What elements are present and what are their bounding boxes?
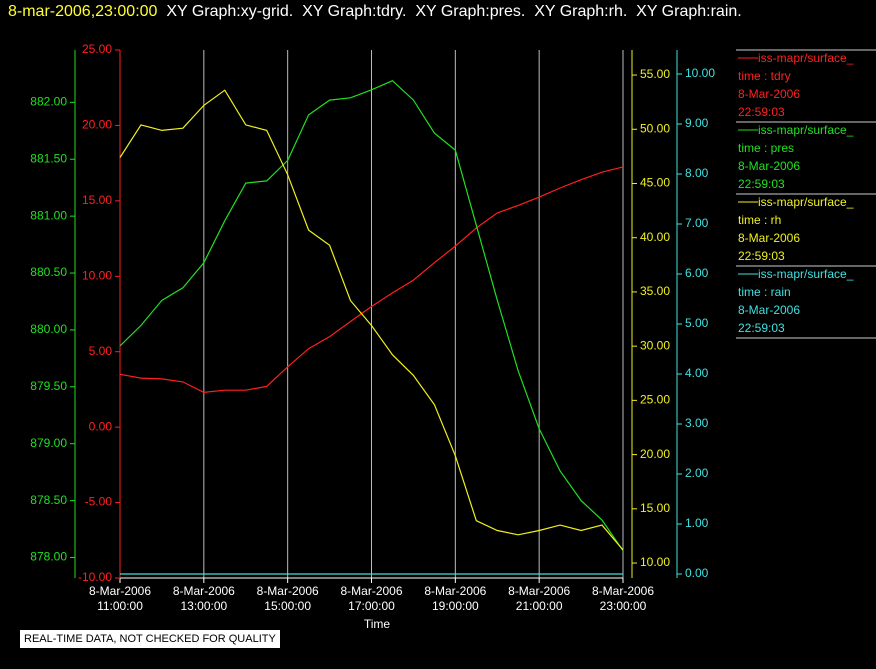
x-tick-label: 8-Mar-2006 13:00:00: [172, 584, 235, 613]
y-tick-label: 15.00: [640, 501, 670, 515]
y-tick-label: 878.50: [30, 493, 67, 507]
y-tick-label: 4.00: [685, 366, 709, 380]
data-line: [119, 79, 624, 552]
legend-name: iss-mapr/surface_: [758, 123, 854, 137]
x-tick-label: 8-Mar-2006 21:00:00: [508, 584, 571, 613]
x-axis-label: Time: [364, 617, 391, 631]
data-line: [119, 89, 624, 551]
y-tick-label: 0.00: [685, 566, 709, 580]
y-tick-label: 880.50: [30, 265, 67, 279]
legend-field: time : pres: [738, 141, 794, 155]
y-tick-label: 2.00: [685, 466, 709, 480]
y-tick-label: 10.00: [82, 268, 112, 282]
y-tick-label: 45.00: [640, 176, 670, 190]
y-tick-label: 1.00: [685, 516, 709, 530]
legend-date: 8-Mar-2006: [738, 231, 800, 245]
legend-time: 22:59:03: [738, 321, 785, 335]
legend-name: iss-mapr/surface_: [758, 267, 854, 281]
data-line: [119, 166, 624, 394]
legend-date: 8-Mar-2006: [738, 303, 800, 317]
legend-time: 22:59:03: [738, 177, 785, 191]
legend-name: iss-mapr/surface_: [758, 195, 854, 209]
y-tick-label: 9.00: [685, 116, 709, 130]
x-tick-label: 8-Mar-2006 17:00:00: [340, 584, 403, 613]
y-tick-label: 881.00: [30, 208, 67, 222]
y-tick-label: 20.00: [640, 447, 670, 461]
y-tick-label: -5.00: [85, 495, 113, 509]
y-tick-label: 40.00: [640, 230, 670, 244]
header: 8-mar-2006,23:00:00 XY Graph:xy-grid. XY…: [8, 3, 742, 21]
x-tick-label: 8-Mar-2006 11:00:00: [88, 584, 152, 613]
y-tick-label: 15.00: [82, 193, 112, 207]
y-tick-label: 879.50: [30, 379, 67, 393]
y-tick-label: 35.00: [640, 284, 670, 298]
y-tick-label: 25.00: [640, 393, 670, 407]
y-tick-label: 10.00: [685, 66, 715, 80]
y-tick-label: 881.50: [30, 151, 67, 165]
y-tick-label: 879.00: [30, 436, 67, 450]
y-tick-label: -10.00: [78, 570, 112, 584]
legend-time: 22:59:03: [738, 249, 785, 263]
legend-date: 8-Mar-2006: [738, 87, 800, 101]
y-tick-label: 5.00: [685, 316, 709, 330]
legend-field: time : rh: [738, 213, 781, 227]
y-tick-label: 3.00: [685, 416, 709, 430]
x-tick-label: 8-Mar-2006 23:00:00: [591, 584, 655, 613]
y-tick-label: 882.00: [30, 95, 67, 109]
timestamp: 8-mar-2006,23:00:00: [8, 3, 158, 20]
y-tick-label: 880.00: [30, 322, 67, 336]
y-tick-label: 5.00: [89, 344, 113, 358]
title: XY Graph:xy-grid. XY Graph:tdry. XY Grap…: [166, 3, 742, 20]
legend-time: 22:59:03: [738, 105, 785, 119]
x-tick-label: 8-Mar-2006 15:00:00: [256, 584, 319, 613]
quality-note: REAL-TIME DATA, NOT CHECKED FOR QUALITY: [20, 630, 280, 648]
legend-field: time : rain: [738, 285, 791, 299]
x-tick-label: 8-Mar-2006 19:00:00: [424, 584, 487, 613]
y-tick-label: 50.00: [640, 121, 670, 135]
y-tick-label: 55.00: [640, 67, 670, 81]
y-tick-label: 30.00: [640, 338, 670, 352]
y-tick-label: 10.00: [640, 555, 670, 569]
y-tick-label: 25.00: [82, 42, 112, 56]
y-tick-label: 0.00: [89, 419, 113, 433]
y-tick-label: 20.00: [82, 118, 112, 132]
legend-date: 8-Mar-2006: [738, 159, 800, 173]
y-tick-label: 6.00: [685, 266, 709, 280]
y-tick-label: 878.00: [30, 550, 67, 564]
y-tick-label: 8.00: [685, 166, 709, 180]
legend-field: time : tdry: [738, 69, 791, 83]
legend-name: iss-mapr/surface_: [758, 51, 854, 65]
y-tick-label: 7.00: [685, 216, 709, 230]
